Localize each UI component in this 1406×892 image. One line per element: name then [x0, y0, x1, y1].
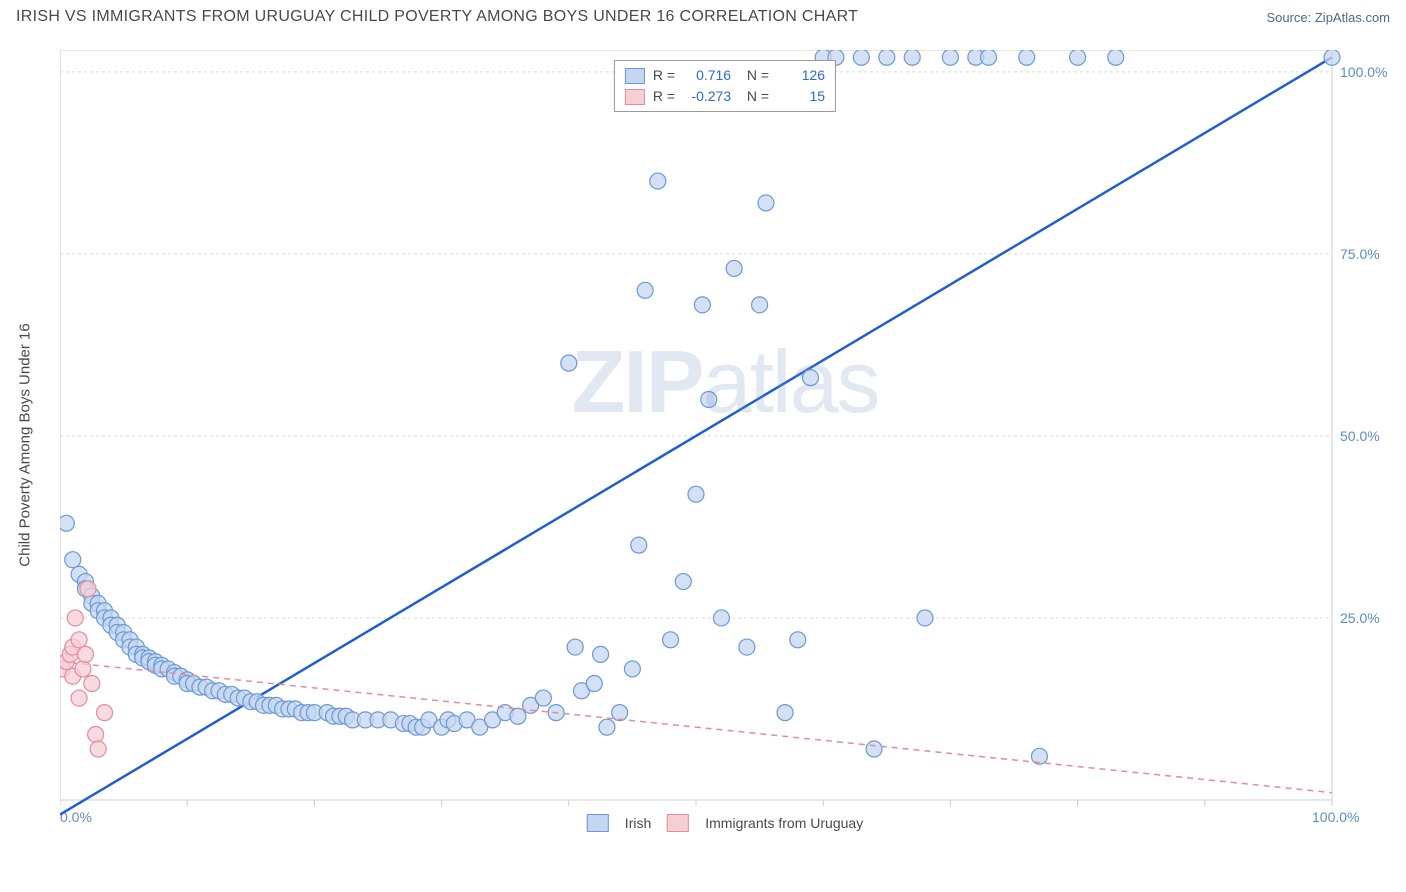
legend-swatch-uruguay: [667, 814, 689, 832]
chart-source: Source: ZipAtlas.com: [1266, 10, 1390, 25]
svg-text:75.0%: 75.0%: [1340, 246, 1380, 262]
stats-row-uruguay: R = -0.273 N = 15: [625, 86, 825, 107]
stat-n-label-2: N =: [739, 86, 769, 107]
stats-row-irish: R = 0.716 N = 126: [625, 65, 825, 86]
stat-r-label: R =: [653, 65, 675, 86]
chart-title: IRISH VS IMMIGRANTS FROM URUGUAY CHILD P…: [16, 8, 858, 26]
bottom-legend: Irish Immigrants from Uruguay: [587, 814, 863, 832]
swatch-uruguay: [625, 89, 645, 105]
legend-label-irish: Irish: [625, 815, 651, 831]
legend-swatch-irish: [587, 814, 609, 832]
svg-text:100.0%: 100.0%: [1312, 809, 1359, 825]
stats-legend: R = 0.716 N = 126 R = -0.273 N = 15: [614, 60, 836, 112]
stat-n-uruguay: 15: [777, 86, 825, 107]
stat-r-label-2: R =: [653, 86, 675, 107]
svg-text:25.0%: 25.0%: [1340, 610, 1380, 626]
stat-n-label: N =: [739, 65, 769, 86]
scatter-plot: 25.0%50.0%75.0%100.0%0.0%100.0%: [60, 50, 1390, 840]
swatch-irish: [625, 68, 645, 84]
y-axis-label: Child Poverty Among Boys Under 16: [17, 323, 34, 566]
stat-r-irish: 0.716: [683, 65, 731, 86]
svg-text:100.0%: 100.0%: [1340, 64, 1387, 80]
legend-label-uruguay: Immigrants from Uruguay: [705, 815, 863, 831]
stat-n-irish: 126: [777, 65, 825, 86]
chart-header: IRISH VS IMMIGRANTS FROM URUGUAY CHILD P…: [0, 0, 1406, 30]
chart-area: Child Poverty Among Boys Under 16 25.0%5…: [60, 50, 1390, 840]
svg-text:50.0%: 50.0%: [1340, 428, 1380, 444]
stat-r-uruguay: -0.273: [683, 86, 731, 107]
